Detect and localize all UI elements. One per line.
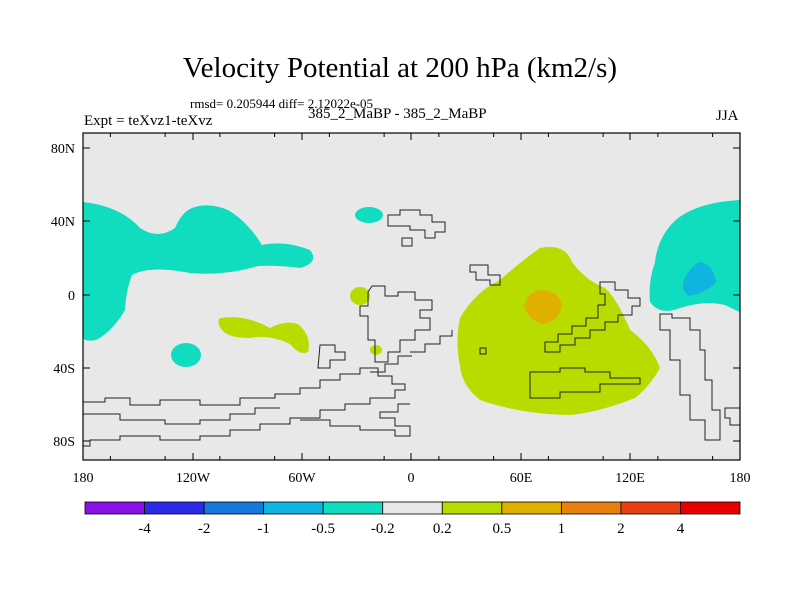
axis-tick-labels: 180 120W 60W 0 60E 120E 180 80N 40N 0 40S 80S <box>51 142 751 486</box>
positive-blob-a <box>350 287 370 305</box>
colorbar-label: 1 <box>558 521 566 537</box>
negative-region-west <box>83 202 314 341</box>
plot-title: Velocity Potential at 200 hPa (km2/s) <box>182 52 618 84</box>
colorbar-label: -4 <box>138 521 151 537</box>
comparison-label: 385_2_MaBP - 385_2_MaBP <box>308 106 487 122</box>
y-tick-label: 80S <box>53 435 75 450</box>
positive-blob-b <box>370 345 382 355</box>
contour-fills <box>83 200 740 415</box>
colorbar-label: 2 <box>617 521 625 537</box>
x-tick-label: 120E <box>615 471 645 486</box>
colorbar-swatch <box>560 501 622 515</box>
positive-region-small <box>218 317 309 353</box>
colorbar-label: 0.2 <box>433 521 452 537</box>
colorbar-label: 4 <box>677 521 685 537</box>
negative-core-east <box>682 262 716 296</box>
colorbar-swatch <box>501 501 562 515</box>
x-tick-label: 180 <box>730 471 751 486</box>
colorbar-label: -0.5 <box>311 521 335 537</box>
y-tick-label: 40N <box>51 215 75 230</box>
colorbar-swatch <box>144 501 205 515</box>
colorbar-swatch <box>441 501 503 515</box>
colorbar-label: 0.5 <box>492 521 511 537</box>
positive-region-large <box>457 246 660 415</box>
colorbar-swatch <box>620 501 681 515</box>
x-tick-label: 0 <box>408 471 415 486</box>
colorbar-swatch <box>382 501 443 515</box>
negative-blob-north <box>355 207 383 223</box>
colorbar: -4 -2 -1 -0.5 -0.2 0.2 0.5 1 2 4 <box>84 501 741 537</box>
axis-ticks <box>82 133 741 460</box>
stats-label: rmsd= 0.205944 diff= 2.12022e-05 <box>190 96 374 111</box>
colorbar-swatch <box>203 501 265 515</box>
y-tick-label: 0 <box>68 289 75 304</box>
experiment-label: Expt = teXvz1-teXvz <box>84 113 213 129</box>
colorbar-swatch <box>84 501 145 515</box>
x-tick-label: 60W <box>288 471 316 486</box>
y-tick-label: 80N <box>51 142 75 157</box>
x-tick-label: 120W <box>176 471 211 486</box>
colorbar-swatch <box>322 501 384 515</box>
colorbar-swatch <box>263 501 324 515</box>
positive-core <box>524 290 562 324</box>
coastlines <box>83 209 741 447</box>
negative-region-east <box>649 200 740 312</box>
colorbar-label: -2 <box>198 521 211 537</box>
y-tick-label: 40S <box>53 362 75 377</box>
x-tick-label: 180 <box>73 471 94 486</box>
season-label: JJA <box>716 108 739 124</box>
colorbar-label: -0.2 <box>371 521 395 537</box>
colorbar-label: -1 <box>257 521 270 537</box>
x-tick-label: 60E <box>510 471 533 486</box>
map-background <box>83 133 740 460</box>
negative-blob-south <box>171 343 201 367</box>
colorbar-swatch <box>680 501 741 515</box>
